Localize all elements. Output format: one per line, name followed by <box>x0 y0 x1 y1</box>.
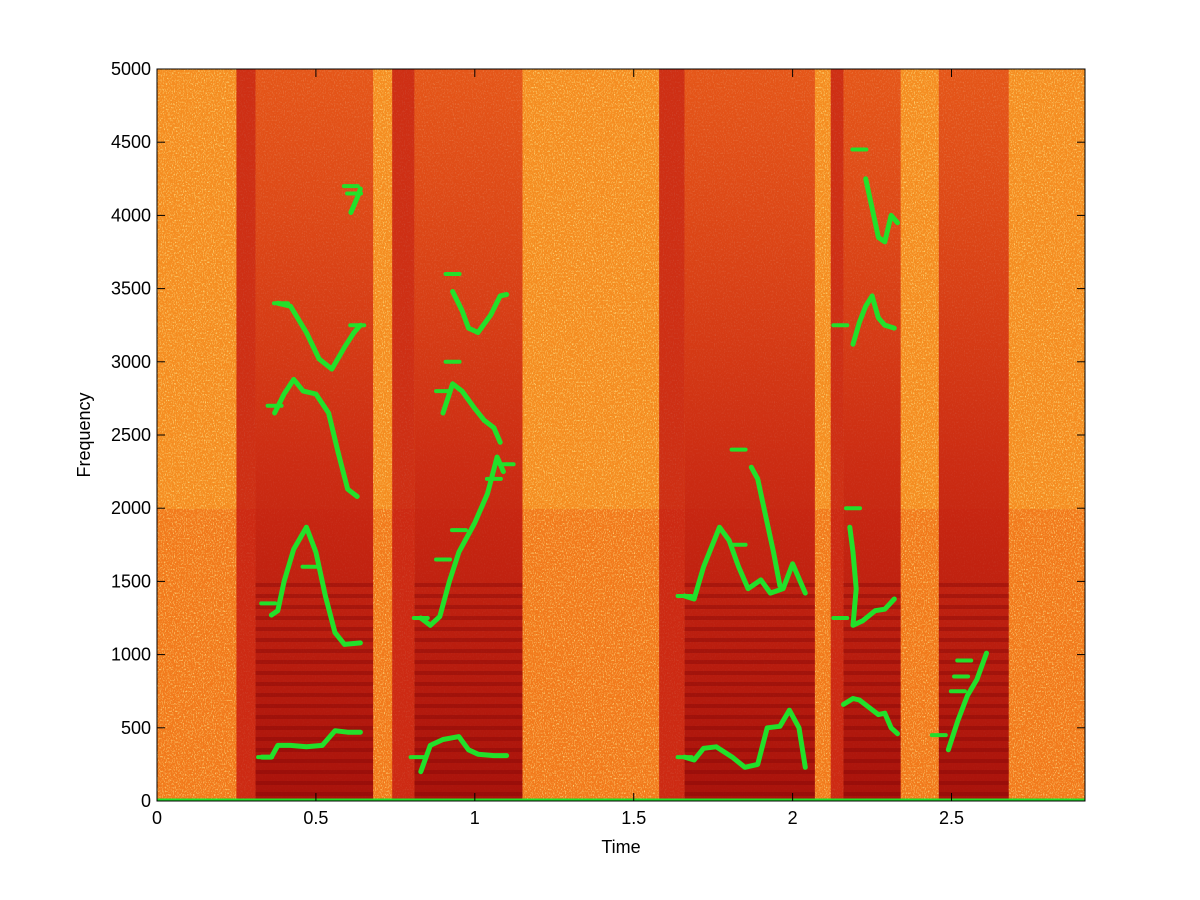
harmonic-striations <box>255 581 374 801</box>
y-tick-label: 1500 <box>111 571 151 591</box>
formant-track-f1 <box>945 650 989 753</box>
y-axis-label: Frequency <box>74 392 94 477</box>
x-tick-label: 2 <box>788 808 798 828</box>
formant-track-f1 <box>418 734 510 775</box>
formant-track-f4 <box>275 300 363 372</box>
y-tick-label: 0 <box>141 791 151 811</box>
formant-track-f1 <box>682 707 808 770</box>
formant-track-f1 <box>259 728 363 760</box>
dark-band <box>236 69 256 801</box>
y-tick-label: 1000 <box>111 645 151 665</box>
formant-track-f2 <box>682 524 808 602</box>
x-tick-label: 1.5 <box>621 808 646 828</box>
x-tick-label: 2.5 <box>939 808 964 828</box>
formant-track-f1 <box>841 696 900 737</box>
formant-track-f2 <box>268 524 363 647</box>
y-tick-label: 2500 <box>111 425 151 445</box>
y-tick-label: 4500 <box>111 132 151 152</box>
formant-track-f3 <box>850 293 897 347</box>
y-tick-label: 3000 <box>111 352 151 372</box>
harmonic-striations <box>414 581 523 801</box>
x-axis-label: Time <box>601 837 640 857</box>
x-tick-label: 0 <box>152 808 162 828</box>
y-tick-label: 5000 <box>111 59 151 79</box>
formant-track-f3 <box>440 381 503 445</box>
y-tick-label: 500 <box>121 718 151 738</box>
dark-band <box>392 69 415 801</box>
dark-band <box>830 69 844 801</box>
formant-track-f3 <box>748 464 783 589</box>
formant-track-f2 <box>418 454 506 628</box>
x-tick-label: 0.5 <box>303 808 328 828</box>
x-tick-label: 1 <box>470 808 480 828</box>
dark-band <box>659 69 685 801</box>
y-tick-label: 4000 <box>111 205 151 225</box>
plot-area <box>157 69 1085 801</box>
formant-track-f3 <box>272 376 360 499</box>
y-tick-label: 2000 <box>111 498 151 518</box>
y-tick-label: 3500 <box>111 279 151 299</box>
formant-track-f2 <box>847 524 897 628</box>
formant-track-f4 <box>450 289 510 335</box>
formant-track-f4 <box>863 176 900 245</box>
